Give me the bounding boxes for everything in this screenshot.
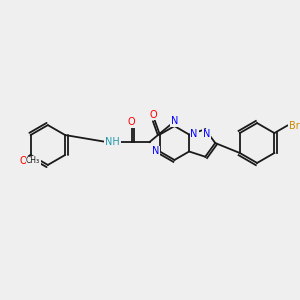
Text: N: N (190, 129, 198, 139)
Text: N: N (202, 129, 210, 139)
Text: N: N (171, 116, 178, 126)
Text: O: O (20, 156, 27, 166)
Text: N: N (152, 146, 160, 157)
Text: O: O (128, 117, 135, 127)
Text: Br: Br (289, 121, 300, 130)
Text: CH₃: CH₃ (26, 157, 40, 166)
Text: NH: NH (105, 137, 120, 147)
Text: O: O (150, 110, 158, 120)
